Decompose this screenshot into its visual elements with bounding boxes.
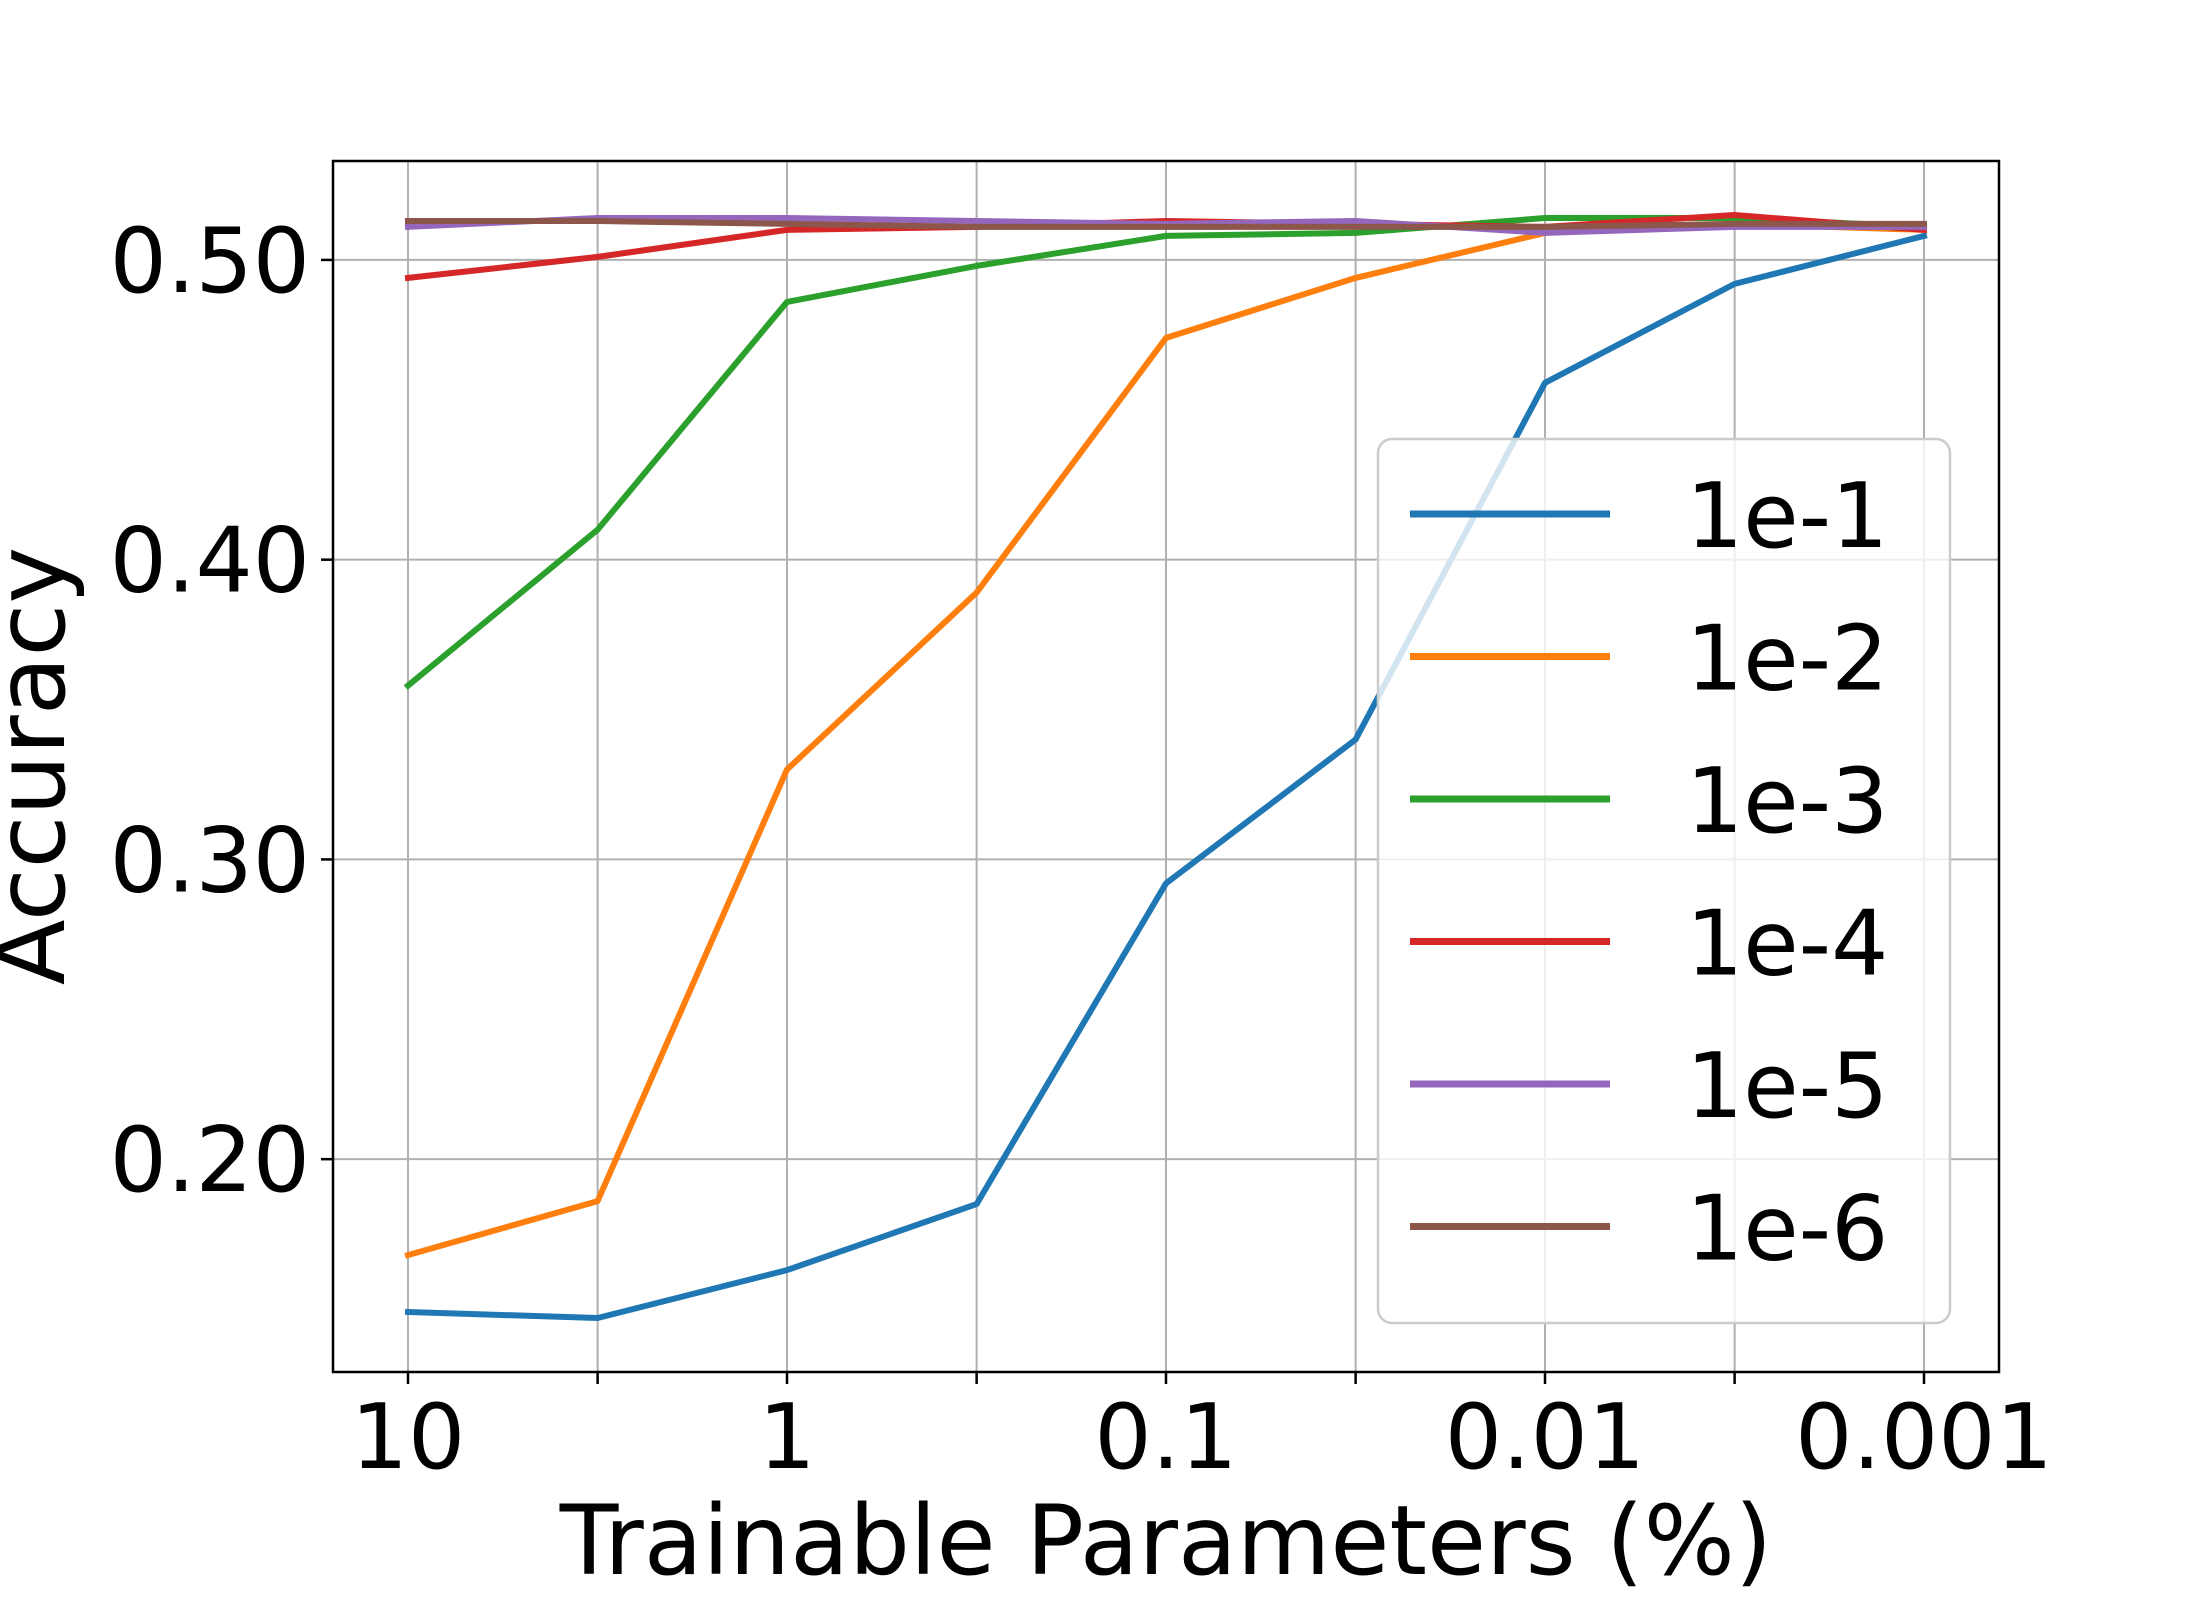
x-tick-label: 0.1 bbox=[1094, 1385, 1237, 1490]
series-lines bbox=[403, 212, 1928, 1321]
y-axis-label: Accuracy bbox=[0, 547, 87, 985]
legend-label: 1e-4 bbox=[1686, 892, 1888, 997]
y-tick-label: 0.50 bbox=[110, 209, 310, 314]
legend-label: 1e-2 bbox=[1686, 607, 1888, 712]
x-tick-label: 0.01 bbox=[1445, 1385, 1645, 1490]
y-tick-label: 0.30 bbox=[110, 808, 310, 913]
legend-label: 1e-6 bbox=[1686, 1177, 1888, 1282]
legend: 1e-1 1e-2 1e-3 1e-4 1e-5 1e-6 bbox=[1376, 437, 1952, 1325]
y-tick-label: 0.40 bbox=[110, 509, 310, 614]
legend-label: 1e-5 bbox=[1686, 1034, 1888, 1139]
axis-ticks: 10 1 0.1 0.01 0.001 0.20 0.30 0.40 0.50 bbox=[110, 209, 2053, 1490]
y-tick-label: 0.20 bbox=[110, 1108, 310, 1213]
series-line-1e-1 bbox=[404, 232, 1928, 1321]
series-line-1e-6 bbox=[405, 218, 1927, 230]
x-axis-label: Trainable Parameters (%) bbox=[559, 1485, 1772, 1597]
x-tick-label: 0.001 bbox=[1795, 1385, 2053, 1490]
x-tick-label: 10 bbox=[351, 1385, 466, 1490]
legend-label: 1e-3 bbox=[1686, 749, 1888, 854]
legend-label: 1e-1 bbox=[1686, 464, 1888, 569]
x-tick-label: 1 bbox=[758, 1385, 815, 1490]
